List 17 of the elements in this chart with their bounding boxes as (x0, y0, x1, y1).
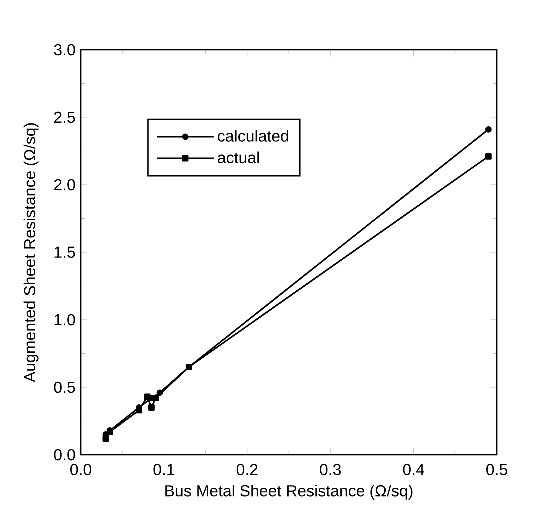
y-axis-title: Augmented Sheet Resistance (Ω/sq) (24, 123, 39, 383)
y-tick-label: 1.0 (54, 314, 76, 326)
y-tick-label: 3.0 (54, 44, 76, 56)
x-tick-label: 0.3 (320, 464, 342, 476)
x-tick-label: 0.1 (154, 464, 175, 476)
x-tick-label: 0.0 (70, 464, 92, 476)
y-tick-label: 2.5 (54, 112, 76, 124)
x-tick-label: 0.2 (236, 464, 258, 476)
y-tick-label: 1.5 (54, 246, 76, 258)
legend-label: actual (218, 152, 260, 164)
y-tick-label: 0.5 (54, 382, 76, 394)
x-axis-title: Bus Metal Sheet Resistance (Ω/sq) (166, 485, 413, 500)
y-tick-label: 2.0 (54, 179, 76, 191)
x-tick-label: 0.5 (486, 464, 508, 476)
y-tick-label: 0.0 (54, 449, 76, 461)
legend-label: calculated (218, 130, 288, 142)
x-tick-label: 0.4 (403, 464, 424, 476)
